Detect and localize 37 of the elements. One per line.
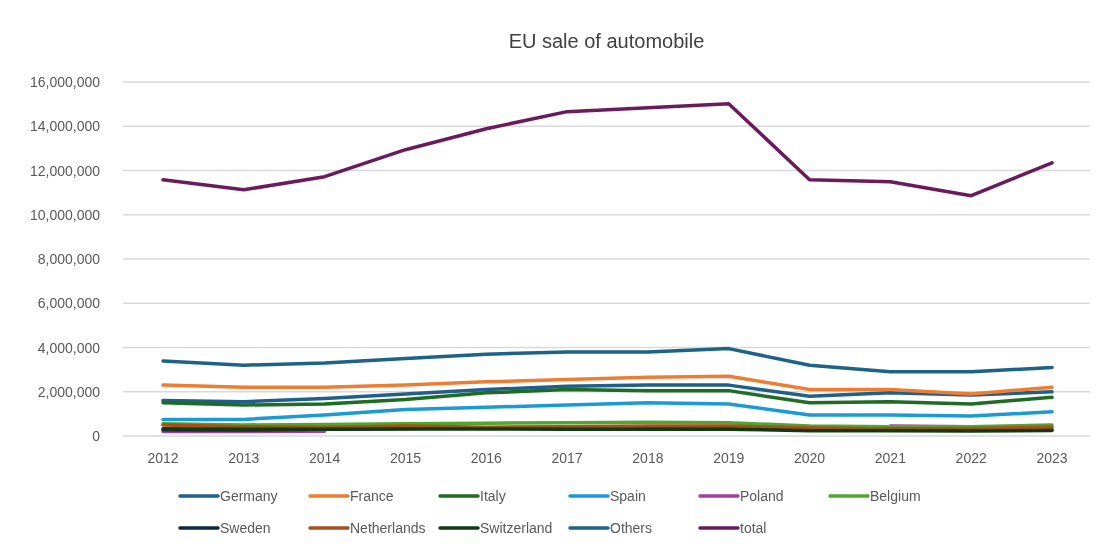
legend-label: Poland — [740, 488, 784, 504]
legend-label: total — [740, 520, 767, 536]
y-tick-label: 6,000,000 — [37, 295, 101, 312]
y-tick-label: 16,000,000 — [29, 74, 101, 90]
legend-label: Belgium — [870, 488, 921, 504]
x-tick-label: 2019 — [713, 450, 745, 466]
x-tick-label: 2015 — [389, 450, 422, 466]
line-series — [161, 101, 1054, 198]
legend-label: Sweden — [220, 520, 271, 536]
line-series — [161, 346, 1054, 374]
x-tick-label: 2016 — [470, 450, 503, 466]
legend-label: Spain — [610, 488, 646, 504]
line-series — [161, 401, 1054, 422]
x-tick-label: 2012 — [147, 450, 179, 466]
x-tick-label: 2022 — [955, 450, 987, 466]
legend-label: France — [350, 488, 394, 504]
chart-title: EU sale of automobile — [508, 30, 705, 52]
y-tick-label: 8,000,000 — [37, 251, 101, 267]
legend-label: Germany — [220, 488, 278, 504]
legend-label: Others — [610, 520, 653, 536]
x-tick-label: 2017 — [551, 450, 583, 466]
legend-label: Switzerland — [480, 520, 553, 536]
y-tick-label: 14,000,000 — [29, 118, 101, 135]
y-tick-label: 10,000,000 — [29, 206, 101, 223]
legend-label: Italy — [480, 488, 506, 504]
x-tick-label: 2018 — [632, 450, 664, 466]
y-tick-label: 0 — [92, 428, 101, 444]
x-tick-label: 2020 — [793, 450, 826, 466]
y-tick-label: 4,000,000 — [37, 339, 101, 356]
legend-label: Netherlands — [350, 520, 426, 536]
x-tick-label: 2013 — [228, 450, 260, 466]
x-tick-label: 2014 — [309, 450, 341, 466]
y-tick-label: 12,000,000 — [29, 162, 101, 179]
y-tick-label: 2,000,000 — [37, 383, 101, 400]
x-tick-label: 2023 — [1036, 450, 1068, 466]
line-series — [161, 374, 1054, 396]
x-tick-label: 2021 — [874, 450, 907, 466]
